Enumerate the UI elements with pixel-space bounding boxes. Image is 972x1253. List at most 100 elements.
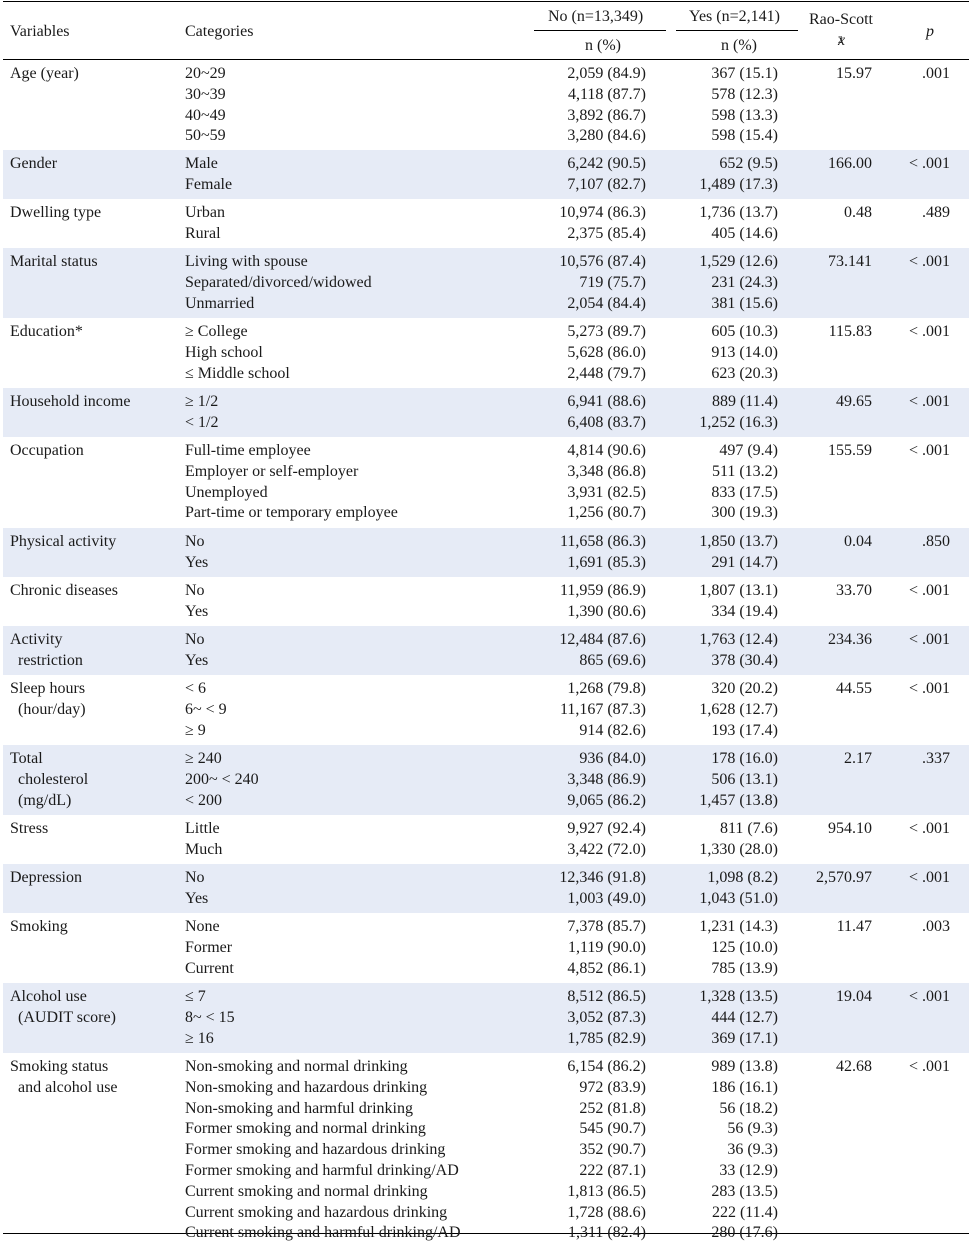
categories-line: Former smoking and hazardous drinking: [185, 1141, 446, 1159]
table-row: Sleep hours (hour/day) < 6 6~ < 9 ≥ 9 1,268 …: [3, 675, 969, 745]
header-p: p: [926, 23, 934, 40]
no-count-line: 4,118 (87.7): [567, 85, 646, 103]
categories-line: Living with spouse: [185, 253, 308, 270]
categories-line: ≥ College: [185, 323, 248, 340]
chi-square-cell: 73.141: [828, 253, 872, 270]
yes-count-line: 33 (12.9): [719, 1161, 778, 1179]
no-count-cell: 1,268 (79.8) 11,167 (87.3) 914 (82.6): [534, 679, 646, 745]
yes-count-line: 1,098 (8.2): [707, 869, 778, 886]
yes-count-cell: 1,529 (12.6) 231 (24.3) 381 (15.6): [646, 252, 778, 318]
categories-line: No: [185, 533, 205, 550]
no-count-line: 352 (90.7): [579, 1141, 646, 1159]
yes-count-line: 367 (15.1): [711, 65, 778, 82]
yes-count-line: 913 (14.0): [711, 343, 778, 361]
p-value-cell: .003: [922, 918, 950, 935]
p-value-cell: < .001: [908, 253, 950, 270]
yes-count-line: 511 (13.2): [711, 462, 778, 480]
table-row: Gender Male Female 6,242 (90.5) 7,107 (82.7)…: [3, 150, 969, 199]
header-yes-underline: [676, 30, 798, 31]
categories-cell: < 6 6~ < 9 ≥ 9: [178, 679, 534, 745]
no-count-line: 11,167 (87.3): [559, 700, 646, 718]
no-count-line: 6,941 (88.6): [567, 393, 646, 410]
chi-square-cell: 234.36: [828, 631, 872, 648]
categories-cell: None Former Current: [178, 917, 534, 983]
categories-cell: ≥ 240 200~ < 240 < 200: [178, 749, 534, 815]
categories-line: < 6: [185, 680, 207, 697]
chi-square-cell: 166.00: [828, 155, 872, 172]
no-count-line: 2,375 (85.4): [567, 224, 646, 242]
variable-cell: Age (year): [10, 65, 79, 82]
categories-line: 20~29: [185, 65, 226, 82]
no-count-line: 5,628 (86.0): [567, 343, 646, 361]
no-count-cell: 9,927 (92.4) 3,422 (72.0): [534, 819, 646, 864]
variable-cell: Household income: [10, 393, 131, 410]
yes-count-cell: 367 (15.1) 578 (12.3) 598 (13.3) 598 (15.4): [646, 64, 778, 150]
p-value-cell: < .001: [908, 680, 950, 697]
no-count-line: 10,974 (86.3): [559, 204, 646, 221]
categories-line: Former smoking and harmful drinking/AD: [185, 1161, 459, 1179]
no-count-line: 1,813 (86.5): [567, 1182, 646, 1200]
no-count-line: 3,280 (84.6): [567, 127, 646, 145]
categories-line: 8~ < 15: [185, 1008, 235, 1026]
yes-count-line: 989 (13.8): [711, 1058, 778, 1075]
no-count-line: 2,054 (84.4): [567, 294, 646, 312]
yes-count-line: 280 (17.6): [711, 1224, 778, 1242]
no-count-cell: 2,059 (84.9) 4,118 (87.7) 3,892 (86.7) 3,28…: [534, 64, 646, 150]
categories-line: ≤ 7: [185, 988, 206, 1005]
no-count-line: 252 (81.8): [579, 1099, 646, 1117]
no-count-cell: 12,346 (91.8) 1,003 (49.0): [534, 868, 646, 913]
categories-line: Former: [185, 938, 233, 956]
no-count-line: 1,268 (79.8): [567, 680, 646, 697]
categories-line: Yes: [185, 602, 209, 620]
variable-cell: Depression: [10, 869, 82, 886]
yes-count-line: 1,231 (14.3): [699, 918, 778, 935]
table-row: Depression No Yes 12,346 (91.8) 1,003 (49.0)…: [3, 864, 969, 913]
categories-line: 30~39: [185, 85, 226, 103]
yes-count-line: 381 (15.6): [711, 294, 778, 312]
yes-count-line: 623 (20.3): [711, 364, 778, 382]
yes-count-cell: 1,231 (14.3) 125 (10.0) 785 (13.9): [646, 917, 778, 983]
variable-cell: Smoking: [10, 918, 68, 935]
categories-line: Unmarried: [185, 294, 255, 312]
p-value-cell: .489: [922, 204, 950, 221]
yes-count-line: 1,252 (16.3): [699, 413, 778, 431]
variable-cell: Gender: [10, 155, 58, 172]
categories-line: ≤ Middle school: [185, 364, 290, 382]
no-count-cell: 4,814 (90.6) 3,348 (86.8) 3,931 (82.5) 1,25…: [534, 441, 646, 528]
header-variables: Variables: [10, 23, 70, 40]
no-count-line: 7,107 (82.7): [567, 175, 646, 193]
yes-count-line: 1,628 (12.7): [699, 700, 778, 718]
chi-square-cell: 155.59: [828, 442, 872, 459]
no-count-cell: 12,484 (87.6) 865 (69.6): [534, 630, 646, 675]
variable-cell: Alcohol use (AUDIT score): [10, 988, 116, 1026]
yes-count-line: 36 (9.3): [727, 1141, 778, 1159]
table-row: Household income ≥ 1/2 < 1/2 6,941 (88.6) 6,…: [3, 388, 969, 437]
categories-line: Urban: [185, 204, 225, 221]
yes-count-line: 497 (9.4): [719, 442, 778, 459]
chi-square-cell: 0.04: [844, 533, 872, 550]
variable-cell: Dwelling type: [10, 204, 102, 221]
p-value-cell: < .001: [908, 323, 950, 340]
no-count-line: 7,378 (85.7): [567, 918, 646, 935]
no-count-cell: 6,941 (88.6) 6,408 (83.7): [534, 392, 646, 437]
categories-cell: No Yes: [178, 532, 534, 577]
yes-count-line: 193 (17.4): [711, 721, 778, 739]
no-count-line: 2,448 (79.7): [567, 364, 646, 382]
categories-line: Much: [185, 840, 223, 858]
yes-count-cell: 1,763 (12.4) 378 (30.4): [646, 630, 778, 675]
yes-count-line: 889 (11.4): [711, 393, 778, 410]
variable-cell: Sleep hours (hour/day): [10, 680, 86, 718]
categories-line: Current smoking and hazardous drinking: [185, 1203, 448, 1221]
no-count-line: 1,119 (90.0): [567, 938, 646, 956]
p-value-cell: < .001: [908, 869, 950, 886]
variable-cell: Occupation: [10, 442, 84, 459]
chi-square-cell: 11.47: [836, 918, 872, 935]
no-count-line: 2,059 (84.9): [567, 65, 646, 82]
no-count-line: 8,512 (86.5): [567, 988, 646, 1005]
chi-square-cell: 33.70: [836, 582, 872, 599]
yes-count-line: 405 (14.6): [711, 224, 778, 242]
yes-count-line: 1,330 (28.0): [699, 840, 778, 858]
categories-cell: ≥ 1/2 < 1/2: [178, 392, 534, 437]
no-count-cell: 10,974 (86.3) 2,375 (85.4): [534, 203, 646, 248]
yes-count-line: 300 (19.3): [711, 504, 778, 522]
